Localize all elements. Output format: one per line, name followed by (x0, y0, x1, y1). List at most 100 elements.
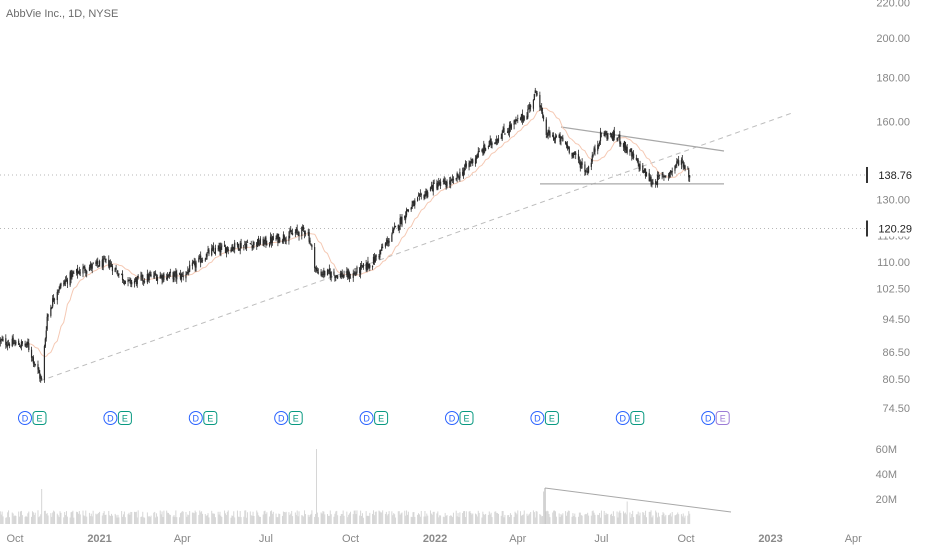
volume-bar (341, 513, 343, 524)
candle (356, 265, 358, 275)
candle-body (668, 172, 671, 177)
volume-bar (523, 510, 525, 524)
candle (385, 238, 387, 246)
candle-body (161, 276, 163, 280)
candle-body (41, 378, 43, 380)
earnings-label: E (720, 414, 726, 424)
candle (471, 158, 473, 164)
candle (579, 159, 581, 172)
candle (71, 269, 73, 280)
candle-body (639, 164, 641, 170)
candle (610, 132, 612, 138)
candle-body (623, 141, 626, 149)
candle (38, 367, 40, 374)
volume-bar (626, 501, 628, 524)
volume-bar (31, 516, 33, 524)
time-axis: Oct 2021 Apr Jul Oct 2022 Apr Jul Oct 2023 Apr (6, 533, 862, 545)
volume-bar (597, 514, 599, 524)
candle-body (404, 215, 406, 219)
volume-bar (549, 517, 551, 524)
candle-body (565, 142, 568, 146)
time-tick-label: 2022 (423, 533, 447, 545)
candle-body (154, 273, 156, 276)
candle-body (662, 173, 664, 176)
volume-bar (463, 511, 465, 524)
volume-bar (687, 515, 689, 524)
candle-body (501, 132, 503, 140)
candle (136, 275, 138, 288)
candle-body (135, 278, 137, 285)
volume-bar (206, 515, 208, 524)
candle (169, 268, 171, 277)
candle (258, 239, 261, 247)
candle (121, 273, 123, 276)
volume-bar (475, 513, 477, 524)
price-axis: 220.00200.00180.00160.00130.00118.00110.… (876, 0, 910, 415)
candle (173, 270, 175, 283)
volume-bar (169, 514, 171, 524)
volume-bar (423, 516, 425, 524)
candle-body (391, 234, 393, 242)
volume-bar (387, 513, 389, 524)
candle-body (15, 341, 17, 344)
candle-body (636, 158, 638, 161)
candle-body (116, 270, 118, 274)
candle-body (632, 153, 634, 157)
candle (379, 249, 381, 260)
candle-body (533, 94, 535, 101)
volume-bar (378, 510, 380, 524)
volume-bar (214, 517, 216, 524)
candle (665, 175, 667, 179)
candle-body (46, 316, 48, 330)
candle (386, 236, 388, 247)
candle-body (616, 138, 618, 140)
last-price-box-label: 138.76 (878, 170, 912, 182)
volume-bar (565, 511, 567, 524)
candle (394, 222, 396, 230)
candle-body (232, 246, 234, 249)
volume-bar (136, 517, 138, 524)
candle-body (188, 270, 190, 274)
candle-body (314, 267, 317, 269)
candle (140, 271, 142, 281)
candle-body (33, 362, 35, 364)
candle (329, 268, 331, 281)
volume-bar (283, 511, 285, 524)
candle (324, 270, 326, 278)
volume-bar (613, 516, 615, 524)
volume-bar (656, 512, 658, 524)
volume-bar (431, 514, 433, 524)
candle (101, 256, 103, 270)
candle-body (114, 268, 116, 272)
price-tick-label: 86.50 (882, 347, 910, 359)
volume-bar (361, 515, 363, 524)
candle (143, 280, 145, 286)
candle-body (472, 159, 474, 163)
candle-body (200, 261, 203, 263)
volume-bar (624, 512, 626, 524)
volume-bar (618, 512, 620, 524)
candle-body (327, 269, 330, 271)
volume-bar (398, 511, 400, 524)
volume-bar (508, 515, 510, 524)
volume-bar (497, 513, 499, 524)
candle (200, 257, 203, 263)
candle (619, 130, 621, 147)
candle-body (283, 235, 285, 240)
candle-body (168, 272, 171, 277)
candle-body (474, 158, 477, 165)
candle-body (336, 275, 338, 276)
candle-body (296, 228, 298, 232)
volume-bar (304, 510, 306, 524)
candle (622, 142, 625, 152)
candle (155, 270, 157, 276)
volume-bar (577, 516, 579, 524)
volume-bar (562, 513, 564, 524)
candle-body (64, 281, 66, 284)
volume-bar (277, 517, 279, 524)
volume-bar (522, 514, 524, 524)
dividend-label: D (107, 414, 114, 424)
candle (668, 172, 671, 179)
